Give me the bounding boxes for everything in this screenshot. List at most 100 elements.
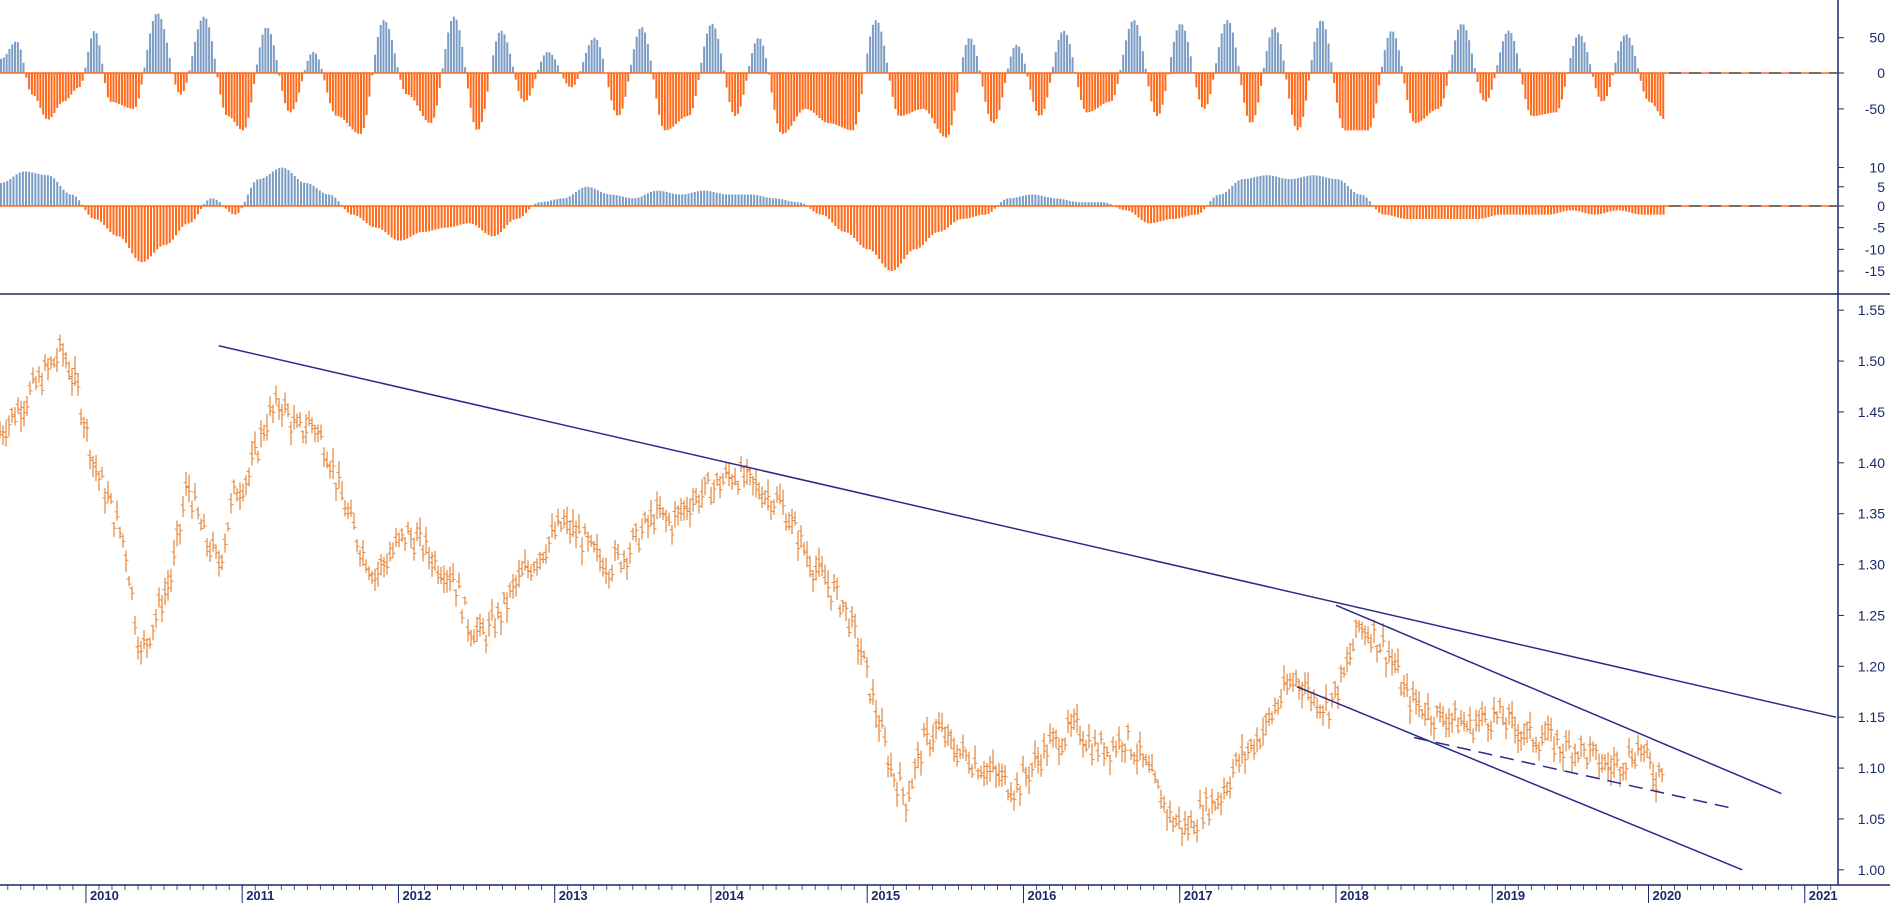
oscillator-bar — [906, 206, 909, 255]
oscillator-bar — [1423, 73, 1426, 119]
oscillator-bar — [478, 206, 481, 228]
oscillator-bar — [1085, 73, 1088, 113]
oscillator-bar — [3, 182, 6, 206]
oscillator-bar — [188, 70, 191, 73]
oscillator-bar — [894, 73, 897, 110]
oscillator-bar — [1004, 73, 1007, 83]
oscillator-bar — [1378, 73, 1381, 86]
oscillator-bar — [1209, 201, 1212, 206]
oscillator-bar — [353, 206, 356, 215]
oscillator-bar — [646, 193, 649, 206]
oscillator-bar — [1243, 179, 1246, 206]
oscillator-bar — [1587, 206, 1590, 214]
oscillator-bar — [511, 66, 514, 73]
oscillator-bar — [140, 73, 143, 85]
oscillator-bar — [1181, 206, 1184, 218]
oscillator-bar — [625, 197, 628, 206]
oscillator-bar — [1662, 206, 1665, 215]
oscillator-bar — [131, 206, 134, 254]
y-tick-label: 1.05 — [1858, 811, 1885, 827]
oscillator-bar — [1065, 34, 1068, 73]
oscillator-bar — [637, 197, 640, 206]
oscillator-bar — [956, 73, 959, 93]
oscillator-bar — [115, 206, 118, 237]
oscillator-bar — [1578, 206, 1581, 212]
oscillator-bar — [1178, 206, 1181, 219]
oscillator-bar — [759, 38, 762, 73]
oscillator-bar — [871, 24, 874, 73]
oscillator-bar — [1359, 194, 1362, 206]
oscillator-bar — [1168, 206, 1171, 220]
oscillator-bar — [1431, 206, 1434, 219]
oscillator-bar — [609, 194, 612, 206]
oscillator-bar — [298, 73, 301, 93]
oscillator-bar — [450, 21, 453, 73]
oscillator-bar — [1293, 178, 1296, 206]
oscillator-bar — [1057, 39, 1060, 73]
oscillator-bar — [331, 195, 334, 206]
oscillator-bar — [1116, 73, 1119, 84]
oscillator-bar — [1596, 206, 1599, 215]
oscillator-bar — [708, 25, 711, 73]
oscillator-bar — [202, 16, 205, 73]
oscillator-bar — [775, 198, 778, 206]
oscillator-bar — [644, 32, 647, 73]
oscillator-bar — [746, 194, 749, 206]
oscillator-bar — [1406, 206, 1409, 219]
oscillator-bar — [1637, 206, 1640, 215]
oscillator-bar — [596, 190, 599, 206]
oscillator-bar — [1478, 206, 1481, 219]
oscillator-bar — [1414, 73, 1417, 124]
oscillator-bar — [1662, 73, 1665, 120]
oscillator-bar — [1600, 73, 1603, 102]
oscillator-bar — [1425, 73, 1428, 116]
oscillator-bar — [203, 204, 206, 206]
oscillator-bar — [1110, 73, 1113, 101]
y-tick-label: 0 — [1877, 65, 1885, 81]
oscillator-bar — [1265, 50, 1268, 73]
oscillator-bar — [646, 44, 649, 73]
oscillator-bar — [1631, 206, 1634, 214]
oscillator-bar — [981, 73, 984, 87]
oscillator-bar — [834, 206, 837, 227]
oscillator-bar — [112, 73, 115, 103]
oscillator-bar — [512, 206, 515, 220]
oscillator-bar — [1617, 50, 1620, 73]
oscillator-bar — [800, 202, 803, 206]
oscillator-bar — [1387, 206, 1390, 216]
oscillator-bar — [1639, 73, 1642, 81]
oscillator-bar — [1279, 44, 1282, 73]
oscillator-bar — [1618, 206, 1621, 211]
oscillator-bar — [731, 194, 734, 206]
oscillator-bar — [956, 206, 959, 221]
oscillator-bar — [756, 38, 759, 73]
oscillator-bar — [784, 73, 787, 133]
oscillator-bar — [14, 41, 17, 73]
oscillator-bar — [101, 63, 104, 73]
oscillator-bar — [703, 46, 706, 73]
oscillator-bar — [281, 73, 284, 91]
oscillator-bar — [1530, 73, 1533, 116]
oscillator-bar — [793, 201, 796, 206]
oscillator-bar — [1471, 206, 1474, 219]
oscillator-bar — [1431, 73, 1434, 112]
oscillator-bar — [1412, 206, 1415, 219]
oscillator-bar — [1531, 206, 1534, 215]
oscillator-bar — [19, 49, 22, 73]
oscillator-bar — [750, 194, 753, 206]
oscillator-bar — [659, 190, 662, 206]
oscillator-bar — [437, 206, 440, 229]
oscillator-bar — [1330, 62, 1333, 73]
oscillator-bar — [875, 206, 878, 255]
oscillator-bar — [178, 206, 181, 231]
oscillator-bar — [739, 73, 742, 107]
oscillator-bar — [658, 73, 661, 115]
y-tick-label: 1.20 — [1858, 658, 1885, 674]
oscillator-bar — [328, 194, 331, 206]
oscillator-bar — [565, 197, 568, 206]
oscillator-bar — [1125, 40, 1128, 73]
oscillator-bar — [509, 53, 512, 73]
oscillator-bar — [740, 194, 743, 206]
oscillator-bar — [78, 73, 81, 88]
oscillator-bar — [468, 206, 471, 224]
